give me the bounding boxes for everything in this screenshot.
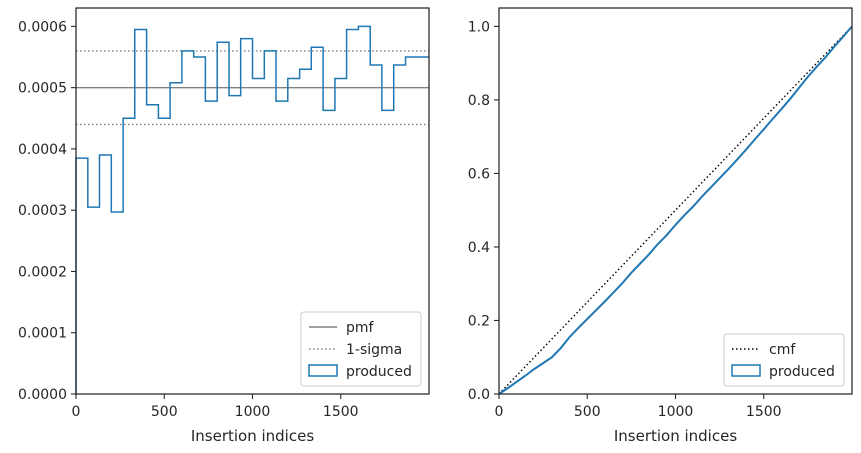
histogram-bin (323, 109, 335, 111)
pmf-x-tick-label: 1000 (235, 404, 271, 420)
pmf-x-axis-label: Insertion indices (191, 427, 314, 445)
pmf-legend-label: produced (346, 364, 412, 380)
cmf-legend-label: cmf (769, 342, 796, 358)
cmf-x-axis: 0 500 1000 1500 (495, 394, 782, 420)
histogram-bin (311, 46, 323, 48)
histogram-bin (88, 206, 100, 208)
histogram-bin (300, 68, 312, 70)
histogram-bin (147, 104, 159, 106)
pmf-legend-label: pmf (346, 320, 375, 336)
cmf-panel: 0 500 1000 1500 0.0 0.2 0.4 0.6 0.8 1.0 Insertio… (468, 7, 853, 445)
histogram-bin (170, 82, 182, 84)
cmf-x-axis-label: Insertion indices (614, 427, 737, 445)
pmf-y-tick-label: 0.0005 (18, 81, 67, 97)
histogram-bin (135, 28, 147, 30)
cmf-legend-box (723, 333, 845, 387)
histogram-bin (264, 50, 276, 52)
cmf-legend-handle (731, 364, 761, 377)
cmf-x-tick-label: 500 (574, 404, 601, 420)
histogram-bin (182, 50, 194, 52)
histogram-bin (347, 28, 359, 30)
cmf-y-tick-label: 0.6 (468, 166, 490, 182)
pmf-histogram-panel: 0 500 1000 1500 0.00000.00010.00020.00030.0… (18, 7, 430, 445)
cmf-x-tick-label: 1500 (746, 404, 782, 420)
histogram-bin (217, 41, 229, 43)
pmf-legend: pmf 1-sigma produced (300, 311, 422, 387)
cmf-y-tick-label: 0.8 (468, 93, 490, 109)
pmf-y-tick-label: 0.0000 (18, 387, 67, 403)
cmf-line (498, 25, 853, 395)
histogram-bin (382, 109, 394, 111)
histogram-bin (358, 25, 370, 27)
histogram-bin (194, 56, 206, 58)
histogram-bin (158, 117, 170, 119)
histogram-bin (253, 77, 265, 79)
cmf-legend: cmf produced (723, 333, 845, 387)
pmf-x-tick-label: 500 (151, 404, 178, 420)
pmf-y-axis: 0.0000 0.0001 0.0002 0.0003 0.0004 0.0005 0.00… (18, 19, 76, 403)
histogram-bin (370, 64, 382, 66)
histogram-bin (99, 154, 111, 156)
pmf-x-tick-label: 1500 (323, 404, 359, 420)
cmf-y-axis: 0.0 0.2 0.4 0.6 0.8 1.0 (468, 19, 499, 403)
histogram-bin (288, 77, 300, 79)
pmf-legend-label: 1-sigma (346, 342, 402, 358)
cmf-y-tick-label: 0.0 (468, 387, 490, 403)
cmf-y-tick-label: 1.0 (468, 19, 490, 35)
pmf-x-axis: 0 500 1000 1500 (72, 394, 359, 420)
histogram-bin (394, 64, 406, 66)
pmf-legend-box (300, 311, 422, 387)
histogram-bin (205, 100, 217, 102)
histogram-bin (406, 56, 418, 58)
histogram-bin (417, 56, 429, 58)
histogram-bin (111, 211, 123, 213)
produced-step-histogram (75, 25, 429, 394)
pmf-y-tick-label: 0.0003 (18, 203, 67, 219)
pmf-legend-handle (308, 364, 338, 377)
histogram-bin (335, 77, 347, 79)
cmf-y-tick-label: 0.2 (468, 313, 490, 329)
histogram-bin (241, 38, 253, 40)
pmf-y-tick-label: 0.0001 (18, 326, 67, 342)
pmf-y-tick-label: 0.0004 (18, 142, 67, 158)
histogram-bin (276, 100, 288, 102)
cmf-x-tick-label: 0 (495, 404, 504, 420)
produced-cumulative-line (498, 25, 853, 395)
cmf-y-tick-label: 0.4 (468, 240, 490, 256)
histogram-bin (123, 117, 135, 119)
cmf-x-tick-label: 1000 (658, 404, 694, 420)
pmf-y-tick-label: 0.0002 (18, 264, 67, 280)
pmf-x-tick-label: 0 (72, 404, 81, 420)
histogram-bin (229, 95, 241, 97)
histogram-bin (76, 157, 88, 159)
cmf-legend-label: produced (769, 364, 835, 380)
pmf-y-tick-label: 0.0006 (18, 19, 67, 35)
